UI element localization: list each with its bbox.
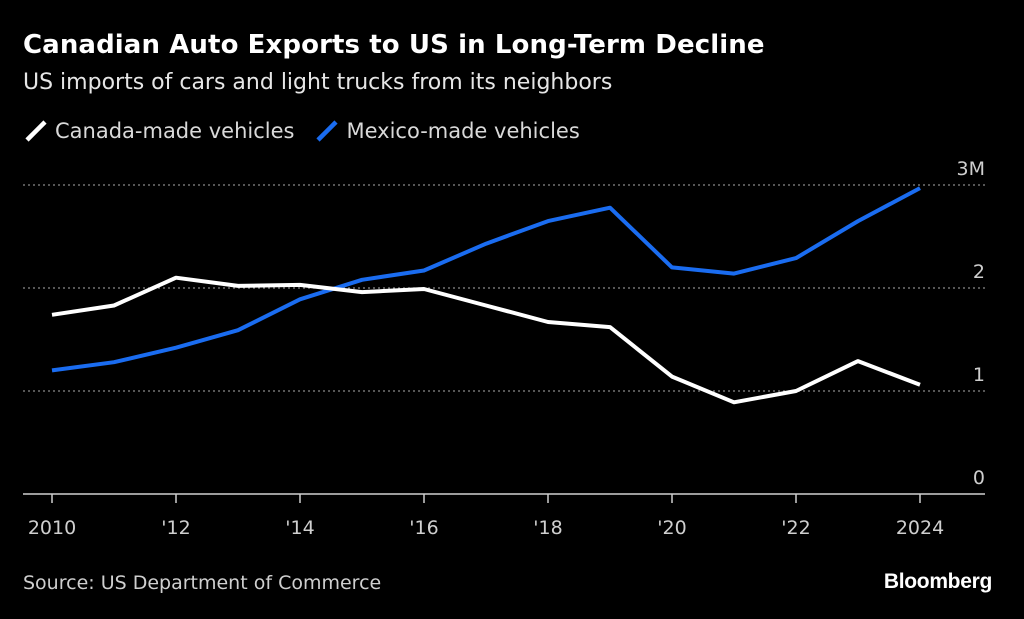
bloomberg-logo: Bloomberg — [883, 570, 992, 593]
x-tick-label-3: '16 — [409, 517, 438, 539]
legend-item-canada: Canada-made vehicles — [23, 118, 294, 144]
chart-title: Canadian Auto Exports to US in Long-Term… — [23, 30, 765, 60]
y-tick-label-1: 1 — [973, 364, 985, 386]
x-tick-label-7: 2024 — [896, 517, 944, 539]
series-line-mexico — [51, 186, 921, 373]
chart-legend: Canada-made vehicles Mexico-made vehicle… — [23, 117, 600, 145]
legend-label-mexico: Mexico-made vehicles — [346, 119, 580, 143]
legend-item-mexico: Mexico-made vehicles — [314, 118, 580, 144]
legend-label-canada: Canada-made vehicles — [55, 119, 295, 143]
legend-swatch-canada-icon — [25, 120, 47, 142]
x-tick-label-1: '12 — [161, 517, 190, 539]
x-tick-label-4: '18 — [533, 517, 562, 539]
legend-swatch-mexico-icon — [316, 120, 339, 142]
x-tick-label-2: '14 — [285, 517, 314, 539]
x-tick-label-5: '20 — [657, 517, 686, 539]
y-tick-label-2: 2 — [973, 261, 985, 283]
series-line-canada — [51, 275, 921, 405]
x-tick-label-0: 2010 — [28, 517, 76, 539]
x-tick-label-6: '22 — [781, 517, 810, 539]
y-tick-label-0: 0 — [973, 467, 985, 489]
y-tick-label-3: 3M — [957, 158, 985, 180]
source-note: Source: US Department of Commerce — [23, 572, 382, 594]
chart-subtitle: US imports of cars and light trucks from… — [23, 70, 613, 95]
